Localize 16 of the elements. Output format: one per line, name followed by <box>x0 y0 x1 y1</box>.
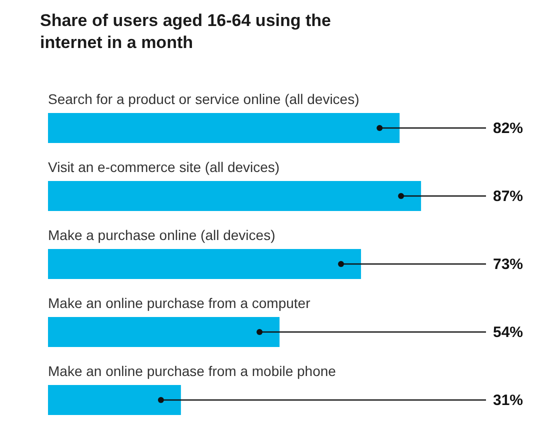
data-label: 31% <box>493 392 524 409</box>
bar <box>48 113 400 143</box>
bar <box>48 317 280 347</box>
data-label: 82% <box>493 120 524 137</box>
bar <box>48 385 181 415</box>
bar <box>48 249 362 279</box>
bar <box>48 181 422 211</box>
chart-title: Share of users aged 16-64 using the internet in a month <box>40 10 332 54</box>
data-label: 73% <box>493 256 524 273</box>
y-tick-label: Visit an e-commerce site (all devices) <box>48 159 280 175</box>
y-tick-label: Make a purchase online (all devices) <box>48 227 276 243</box>
y-tick-label: Search for a product or service online (all devices) <box>48 91 360 107</box>
data-label: 54% <box>493 324 524 341</box>
y-tick-label: Make an online purchase from a mobile phone <box>48 363 336 379</box>
y-tick-label: Make an online purchase from a computer <box>48 295 311 311</box>
data-label: 87% <box>493 188 524 205</box>
